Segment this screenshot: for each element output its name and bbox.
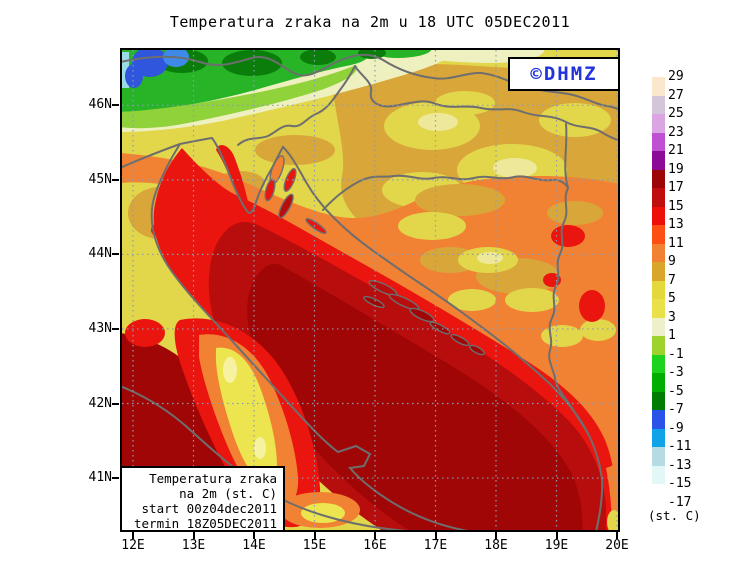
lon-tick-mark (313, 532, 316, 539)
lat-tick-label: 45N (88, 171, 112, 187)
colorbar-tick-label: -7 (668, 402, 684, 417)
colorbar-cell (652, 373, 665, 392)
islands (264, 155, 485, 356)
colorbar-tick-label: 13 (668, 217, 684, 232)
colorbar-cell (652, 447, 665, 466)
colorbar-tick-label: 21 (668, 143, 684, 158)
colorbar-tick-label: -15 (668, 476, 692, 491)
lon-tick-mark (374, 532, 376, 539)
colorbar-cell (652, 225, 665, 244)
lon-tick-label: 15E (302, 538, 327, 553)
page-title: Temperatura zraka na 2m u 18 UTC 05DEC20… (169, 13, 571, 31)
colorbar-tick-label: 11 (668, 235, 684, 251)
map-border (120, 48, 620, 532)
map-info-box: Temperatura zraka na 2m (st. C) start 00… (122, 466, 285, 531)
colorbar-tick-label: -9 (668, 420, 684, 436)
info-line-variable: Temperatura zraka (149, 471, 277, 486)
colorbar-tick-label: 23 (668, 124, 684, 140)
lon-tick-mark (132, 532, 134, 539)
colorbar-cell (652, 354, 665, 374)
colorbar-cell (652, 299, 665, 318)
colorbar-tick-label: 3 (668, 309, 676, 325)
colorbar-cell (652, 188, 665, 207)
colorbar-tick-label: -5 (668, 383, 684, 399)
lat-tick-mark (112, 253, 119, 256)
lat-tick-mark (112, 178, 119, 181)
colorbar-cell (652, 484, 665, 503)
colorbar-tick-label: 15 (668, 198, 684, 214)
colorbar-cell (652, 336, 665, 355)
colorbar-tick-label: 1 (668, 328, 676, 343)
lat-tick-label: 44N (88, 246, 112, 262)
lat-tick-label: 42N (88, 395, 112, 411)
colorbar-cell (652, 317, 665, 337)
info-line-start: start 00z04dec2011 (141, 501, 277, 516)
graticule (122, 50, 618, 530)
colorbar-cell (652, 243, 665, 263)
lat-tick-mark (112, 327, 119, 330)
colorbar-tick-label: -11 (668, 439, 692, 454)
lat-tick-mark (112, 402, 119, 405)
temperature-map (120, 48, 620, 532)
colorbar-cell (652, 114, 665, 133)
colorbar-cell (652, 262, 665, 281)
colorbar-tick-label: 17 (668, 180, 684, 195)
lon-tick-label: 20E (605, 538, 629, 553)
colorbar-tick-label: 7 (668, 272, 676, 288)
lon-tick-mark (192, 532, 195, 539)
lon-tick-label: 14E (242, 538, 266, 553)
colorbar-cell (652, 428, 665, 448)
lon-tick-label: 16E (363, 538, 387, 553)
lon-tick-label: 13E (181, 538, 206, 553)
lon-tick-label: 18E (484, 538, 508, 553)
colorbar-cell (652, 95, 665, 115)
colorbar-cell (652, 132, 665, 152)
lon-tick-mark (495, 532, 497, 539)
lon-tick-mark (253, 532, 255, 539)
colorbar-cell (652, 206, 665, 226)
colorbar-cell (652, 465, 665, 485)
lon-tick-label: 19E (544, 538, 569, 553)
colorbar-tick-label: 25 (668, 106, 684, 121)
info-line-level: na 2m (st. C) (179, 486, 277, 501)
colorbar-tick-label: -3 (668, 365, 684, 380)
lon-tick-mark (616, 532, 618, 539)
lat-tick-label: 46N (88, 97, 112, 113)
colorbar-cell (652, 77, 665, 96)
colorbar-tick-label: -1 (668, 346, 684, 362)
lon-tick-mark (434, 532, 437, 539)
colorbar-cell (652, 410, 665, 429)
colorbar-tick-label: 9 (668, 254, 676, 269)
lat-tick-mark (112, 477, 119, 480)
lat-tick-mark (112, 104, 119, 107)
info-line-termin: termin 18Z05DEC2011 (134, 516, 277, 531)
colorbar-tick-label: 29 (668, 69, 684, 84)
colorbar-tick-label: -17 (668, 494, 692, 510)
colorbar-tick-label: -13 (668, 457, 692, 473)
lat-tick-label: 43N (88, 320, 112, 336)
colorbar-unit-label: (st. C) (648, 508, 701, 523)
colorbar-cell (652, 151, 665, 170)
dhmz-watermark-box: ©DHMZ (508, 57, 620, 91)
colorbar-tick-label: 27 (668, 87, 684, 103)
colorbar-tick-label: 19 (668, 161, 684, 177)
colorbar-cell (652, 391, 665, 411)
lon-tick-label: 12E (121, 538, 145, 553)
map-canvas (120, 48, 620, 532)
colorbar-cell (652, 169, 665, 189)
lat-tick-label: 41N (88, 470, 112, 486)
colorbar-cell (652, 280, 665, 300)
lon-tick-mark (555, 532, 558, 539)
dhmz-logo-text: ©DHMZ (530, 63, 598, 85)
lon-tick-label: 17E (423, 538, 448, 553)
colorbar-tick-label: 5 (668, 291, 676, 306)
